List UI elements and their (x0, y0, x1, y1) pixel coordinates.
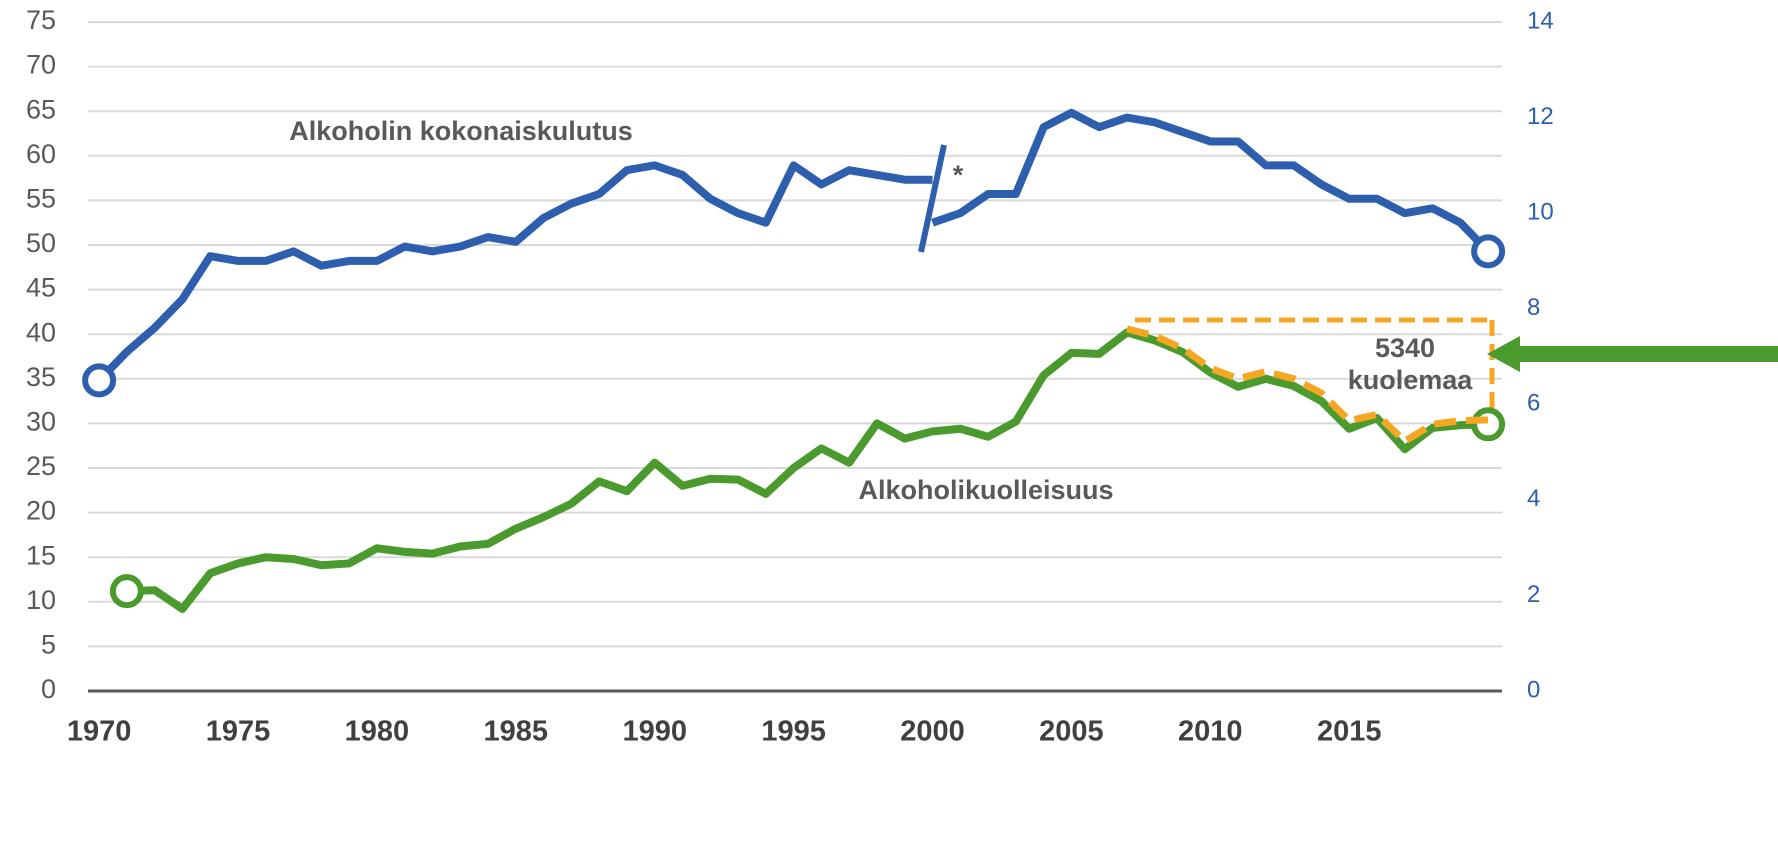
y-tick-label: 20 (26, 496, 56, 526)
annotation: Alkoholin kokonaiskulutus (289, 116, 633, 146)
series-line (1126, 325, 1489, 445)
series-line (126, 328, 1489, 613)
y-tick-label: 35 (26, 362, 56, 392)
annotation: 5340 (1375, 333, 1435, 363)
y2-tick-label: 14 (1527, 7, 1554, 34)
y2-tick-label: 0 (1527, 676, 1540, 703)
x-tick-label: 2010 (1178, 716, 1243, 748)
annotation: Alkoholikuolleisuus (858, 475, 1113, 505)
x-tick-label: 1980 (345, 716, 410, 748)
x-tick-label: 1975 (206, 716, 271, 748)
x-tick-label: 1970 (67, 716, 132, 748)
y-tick-label: 50 (26, 228, 56, 258)
y-tick-label: 10 (26, 585, 56, 615)
x-tick-label: 1990 (622, 716, 687, 748)
y-tick-label: 45 (26, 273, 56, 303)
annotation: * (953, 160, 964, 190)
break-marker (918, 144, 947, 253)
y-tick-label: 65 (26, 94, 56, 124)
y2-tick-label: 2 (1527, 581, 1540, 608)
y-tick-label: 30 (26, 407, 56, 437)
x-tick-label: 2005 (1039, 716, 1104, 748)
y2-tick-label: 10 (1527, 198, 1554, 225)
end-marker (109, 574, 144, 609)
y2-tick-label: 4 (1527, 485, 1540, 512)
y-tick-label: 55 (26, 184, 56, 214)
x-tick-label: 1985 (484, 716, 549, 748)
y-tick-label: 25 (26, 451, 56, 481)
y2-tick-label: 12 (1527, 103, 1554, 130)
x-tick-label: 1995 (761, 716, 826, 748)
y-tick-label: 15 (26, 540, 56, 570)
arrow (1487, 336, 1778, 372)
x-tick-label: 2000 (900, 716, 965, 748)
end-marker (82, 363, 117, 398)
y2-tick-label: 8 (1527, 294, 1540, 321)
series-line (96, 108, 1491, 384)
y-tick-label: 0 (41, 674, 56, 704)
x-tick-label: 2015 (1317, 716, 1382, 748)
y2-tick-label: 6 (1527, 390, 1540, 417)
end-marker (1471, 234, 1506, 269)
y-tick-label: 75 (26, 5, 56, 35)
end-marker (1471, 407, 1506, 442)
y-tick-label: 5 (41, 630, 56, 660)
y-tick-label: 70 (26, 50, 56, 80)
y-tick-label: 60 (26, 139, 56, 169)
y-tick-label: 40 (26, 317, 56, 347)
annotation: kuolemaa (1348, 365, 1474, 395)
